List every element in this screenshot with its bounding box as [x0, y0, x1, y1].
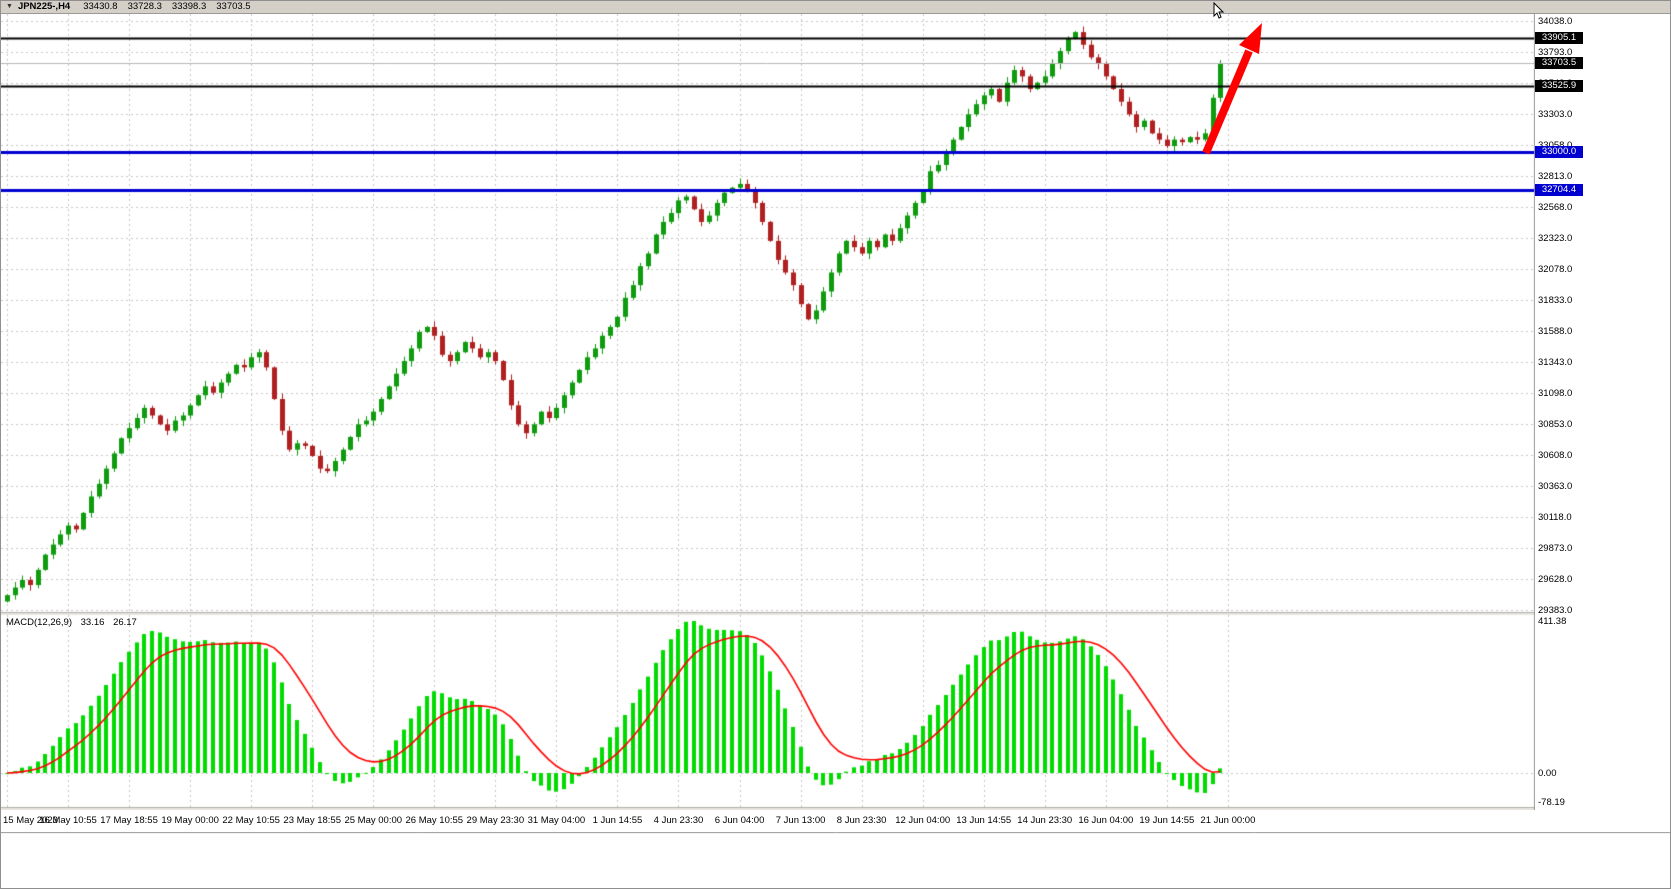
time-axis-label: 15 May 2023 — [3, 815, 58, 826]
price-tag-32704.4: 32704.4 — [1535, 183, 1583, 196]
macd-scale-label: 411.38 — [1538, 616, 1567, 627]
price-grid-label: 29873.0 — [1538, 542, 1573, 554]
macd-main-value: 33.16 — [80, 617, 105, 628]
price-grid-label: 31833.0 — [1538, 294, 1573, 306]
time-axis-label: 16 Jun 04:00 — [1078, 815, 1134, 826]
price-tag-33000.0: 33000.0 — [1535, 146, 1583, 159]
ohlc-high: 33728.3 — [127, 1, 162, 12]
price-grid-label: 33303.0 — [1538, 108, 1573, 120]
time-axis-label: 12 Jun 04:00 — [895, 815, 951, 826]
macd-indicator-label: MACD(12,26,9) 33.16 26.17 — [6, 617, 143, 628]
price-grid-label: 31588.0 — [1538, 325, 1573, 337]
chart-titlebar: ▼ JPN225-,H4 33430.8 33728.3 33398.3 337… — [1, 1, 1670, 14]
price-grid-label: 29628.0 — [1538, 573, 1573, 585]
price-tag-33905.1: 33905.1 — [1535, 31, 1583, 44]
time-axis-label: 13 Jun 14:55 — [956, 815, 1012, 826]
price-grid-label: 32568.0 — [1538, 201, 1573, 213]
time-axis-label: 26 May 10:55 — [405, 815, 464, 826]
time-axis-label: 16 May 10:55 — [39, 815, 97, 826]
price-grid-label: 33793.0 — [1538, 46, 1573, 58]
macd-scale-label: -78.19 — [1538, 797, 1565, 808]
price-grid-label: 32078.0 — [1538, 263, 1573, 275]
macd-scale-label: 0.00 — [1538, 768, 1557, 779]
price-grid-label: 30363.0 — [1538, 480, 1573, 492]
price-grid-label: 32323.0 — [1538, 232, 1573, 244]
price-grid-label: 29383.0 — [1538, 604, 1573, 616]
macd-signal-value: 26.17 — [113, 617, 137, 628]
time-axis-label: 1 Jun 14:55 — [592, 815, 643, 826]
price-grid-label: 30608.0 — [1538, 449, 1573, 461]
price-axis[interactable]: 34038.033793.033548.033303.033058.032813… — [1535, 14, 1670, 832]
price-tag-33703.5: 33703.5 — [1535, 57, 1583, 70]
time-axis-label: 6 Jun 04:00 — [714, 815, 765, 826]
price-grid-label: 33058.0 — [1538, 140, 1572, 151]
time-axis-label: 19 May 00:00 — [161, 815, 219, 826]
price-grid-label: 31343.0 — [1538, 356, 1573, 368]
time-axis-label: 22 May 10:55 — [222, 815, 280, 826]
time-axis-label: 29 May 23:30 — [466, 815, 525, 826]
price-grid-label: 30853.0 — [1538, 418, 1573, 430]
chart-symbol-timeframe: JPN225-,H4 — [17, 1, 71, 12]
price-tag-33525.9: 33525.9 — [1535, 79, 1583, 92]
time-axis-label: 23 May 18:55 — [283, 815, 341, 826]
price-grid-label: 32813.0 — [1538, 170, 1573, 182]
price-grid-label: 31098.0 — [1538, 387, 1573, 399]
price-grid-label: 30118.0 — [1538, 511, 1572, 523]
time-axis-label: 19 Jun 14:55 — [1139, 815, 1195, 826]
time-axis-label: 14 Jun 23:30 — [1017, 815, 1073, 826]
time-axis-label: 17 May 18:55 — [100, 815, 158, 826]
ohlc-close: 33703.5 — [216, 1, 251, 12]
macd-name: MACD(12,26,9) — [6, 617, 72, 628]
ohlc-open: 33430.8 — [83, 1, 118, 12]
time-axis-label: 4 Jun 23:30 — [653, 815, 704, 826]
time-axis-label: 25 May 00:00 — [344, 815, 403, 826]
time-axis-label: 21 Jun 00:00 — [1200, 815, 1256, 826]
time-axis-label: 7 Jun 13:00 — [775, 815, 826, 826]
ohlc-low: 33398.3 — [171, 1, 207, 12]
window-menu-icon[interactable]: ▼ — [6, 3, 13, 10]
time-axis[interactable]: 15 May 2023 16 May 10:55 17 May 18:55 19 Ma… — [1, 810, 1535, 832]
price-grid-label: 34038.0 — [1538, 15, 1573, 27]
time-axis-label: 8 Jun 23:30 — [836, 815, 887, 826]
time-axis-label: 31 May 04:00 — [527, 815, 586, 826]
